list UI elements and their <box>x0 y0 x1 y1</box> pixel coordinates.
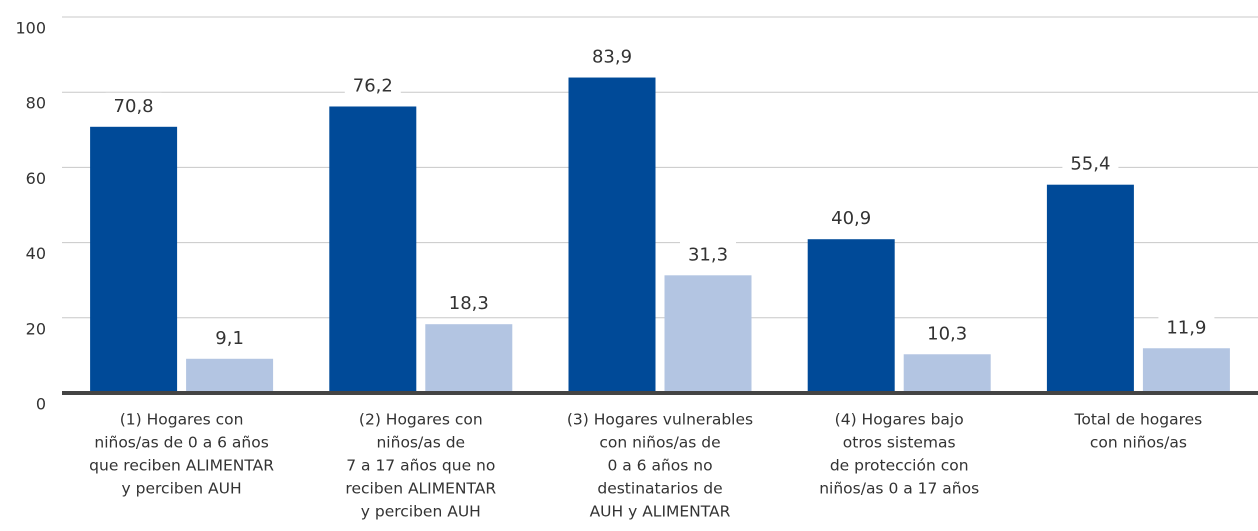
value-label: 70,8 <box>114 96 154 117</box>
x-tick-label: niños/as de 0 a 6 años <box>94 434 268 452</box>
x-tick-label: Total de hogares <box>1074 411 1203 429</box>
value-label-bg <box>105 92 162 119</box>
value-label: 83,9 <box>592 47 632 68</box>
value-label: 11,9 <box>1166 317 1206 338</box>
x-tick-label: (3) Hogares vulnerables <box>567 411 753 429</box>
x-tick-label: de protección con <box>830 457 969 475</box>
y-tick-label: 100 <box>15 19 46 38</box>
bar <box>1046 184 1134 393</box>
x-tick-label: con niños/as <box>1090 434 1187 452</box>
x-tick-label: destinatarios de <box>597 480 722 498</box>
value-label-bg <box>1158 314 1215 341</box>
value-label: 31,3 <box>688 244 728 265</box>
y-tick-label: 40 <box>26 244 46 263</box>
value-label-bg <box>823 205 880 232</box>
value-label: 40,9 <box>831 208 871 229</box>
x-tick-label: que reciben ALIMENTAR <box>89 457 274 475</box>
bar <box>664 275 752 393</box>
x-tick-label: y perciben AUH <box>361 503 481 521</box>
value-label-bg <box>440 290 497 317</box>
x-tick-label: otros sistemas <box>843 434 956 452</box>
bar <box>1142 348 1230 393</box>
x-tick-label: (2) Hogares con <box>359 411 483 429</box>
bar <box>807 239 895 393</box>
value-label-bg <box>680 241 736 268</box>
x-tick-label: niños/as 0 a 17 años <box>819 480 979 498</box>
y-tick-label: 0 <box>36 395 46 414</box>
y-tick-label: 80 <box>26 94 46 113</box>
value-label: 18,3 <box>449 293 489 314</box>
value-label: 10,3 <box>927 323 967 344</box>
value-label-bg <box>201 324 258 351</box>
value-label: 76,2 <box>353 75 393 96</box>
value-label-bg <box>919 320 976 347</box>
value-label-bg <box>344 72 401 99</box>
x-tick-label: y perciben AUH <box>122 480 242 498</box>
x-tick-label: (1) Hogares con <box>120 411 244 429</box>
value-label-bg <box>584 43 640 70</box>
y-tick-label: 20 <box>26 319 46 338</box>
value-label: 55,4 <box>1070 154 1110 175</box>
bar <box>90 126 178 394</box>
bar <box>568 77 656 393</box>
bar <box>329 106 417 393</box>
x-tick-label: reciben ALIMENTAR <box>345 480 496 498</box>
x-tick-label: (4) Hogares bajo <box>835 411 964 429</box>
value-label: 9,1 <box>215 328 244 349</box>
x-tick-label: niños/as de <box>376 434 465 452</box>
x-tick-label: 0 a 6 años no <box>607 457 712 475</box>
x-tick-label: 7 a 17 años que no <box>346 457 495 475</box>
y-tick-label: 60 <box>26 169 46 188</box>
x-tick-label: AUH y ALIMENTAR <box>590 503 731 521</box>
bar <box>186 358 274 393</box>
bar <box>903 354 991 393</box>
x-tick-label: con niños/as de <box>599 434 720 452</box>
bar <box>425 324 513 393</box>
value-label-bg <box>1062 150 1119 177</box>
